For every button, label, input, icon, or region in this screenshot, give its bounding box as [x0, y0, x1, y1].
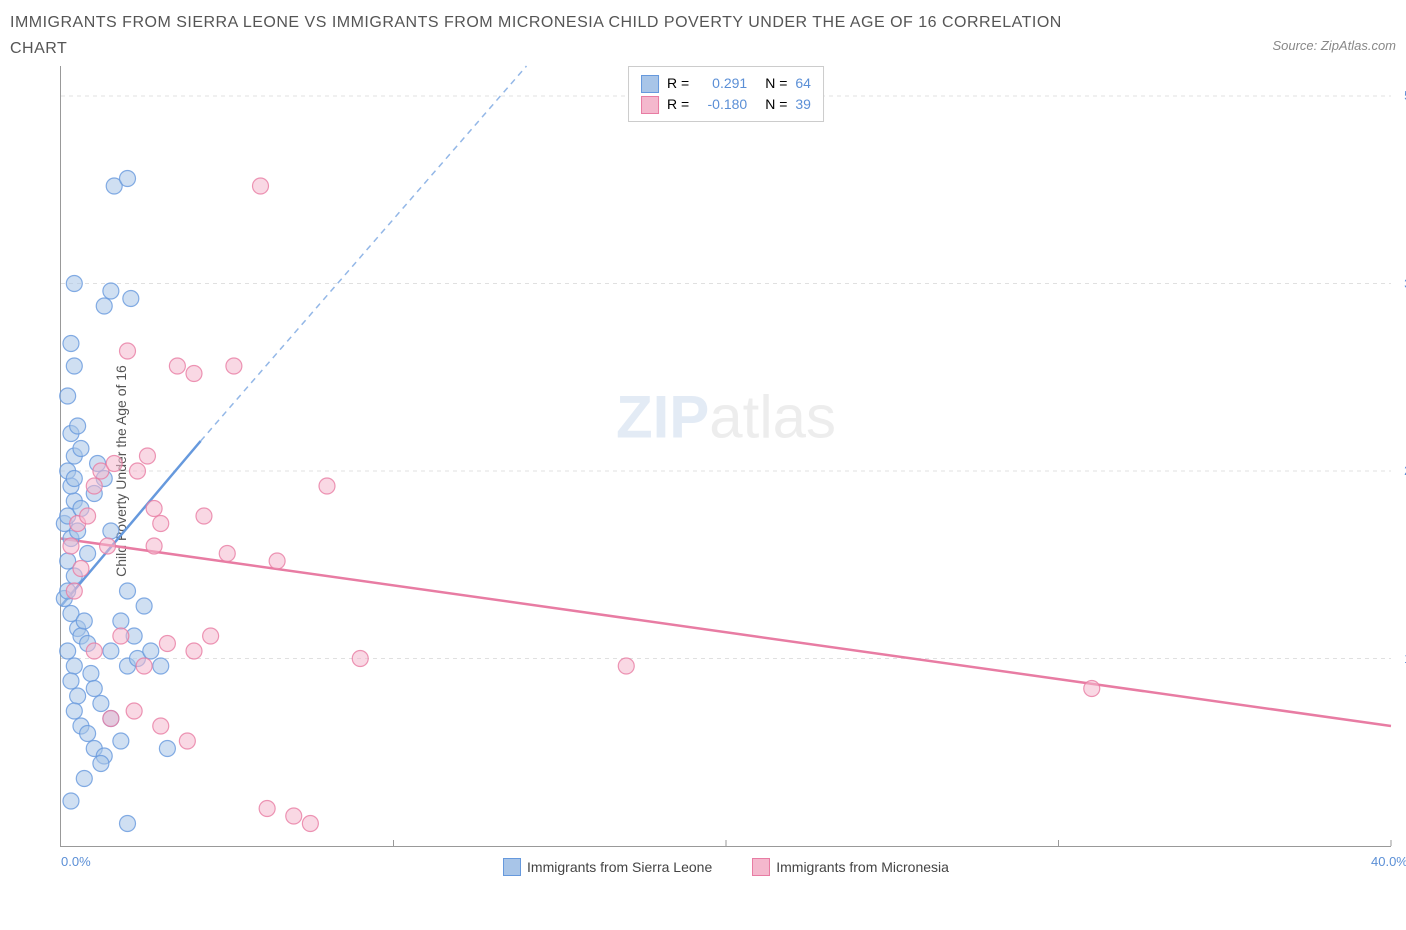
chart-container: IMMIGRANTS FROM SIERRA LEONE VS IMMIGRAN… — [10, 10, 1396, 920]
legend-item-1: Immigrants from Sierra Leone — [503, 858, 712, 876]
x-tick-label: 40.0% — [1371, 854, 1406, 869]
swatch-series2 — [641, 96, 659, 114]
n-label-2: N = — [765, 94, 787, 115]
stats-row-2: R = -0.180 N = 39 — [641, 94, 811, 115]
n-value-1: 64 — [795, 73, 811, 94]
source-label: Source: ZipAtlas.com — [1272, 38, 1396, 53]
legend-label-1: Immigrants from Sierra Leone — [527, 859, 712, 875]
n-label-1: N = — [765, 73, 787, 94]
legend-item-2: Immigrants from Micronesia — [752, 858, 949, 876]
r-value-1: 0.291 — [697, 73, 747, 94]
x-tick-label: 0.0% — [61, 854, 91, 869]
legend-swatch-2 — [752, 858, 770, 876]
swatch-series1 — [641, 75, 659, 93]
r-value-2: -0.180 — [697, 94, 747, 115]
legend-bottom: Immigrants from Sierra Leone Immigrants … — [61, 858, 1391, 876]
chart-area: Child Poverty Under the Age of 16 ZIPatl… — [30, 66, 1390, 876]
chart-svg — [61, 66, 1391, 846]
legend-label-2: Immigrants from Micronesia — [776, 859, 949, 875]
chart-title: IMMIGRANTS FROM SIERRA LEONE VS IMMIGRAN… — [10, 10, 1110, 61]
r-label-2: R = — [667, 94, 689, 115]
r-label-1: R = — [667, 73, 689, 94]
n-value-2: 39 — [795, 94, 811, 115]
stats-box: R = 0.291 N = 64 R = -0.180 N = 39 — [628, 66, 824, 122]
title-row: IMMIGRANTS FROM SIERRA LEONE VS IMMIGRAN… — [10, 10, 1396, 61]
legend-swatch-1 — [503, 858, 521, 876]
plot-area: ZIPatlas R = 0.291 N = 64 R = -0.180 N =… — [60, 66, 1391, 847]
stats-row-1: R = 0.291 N = 64 — [641, 73, 811, 94]
